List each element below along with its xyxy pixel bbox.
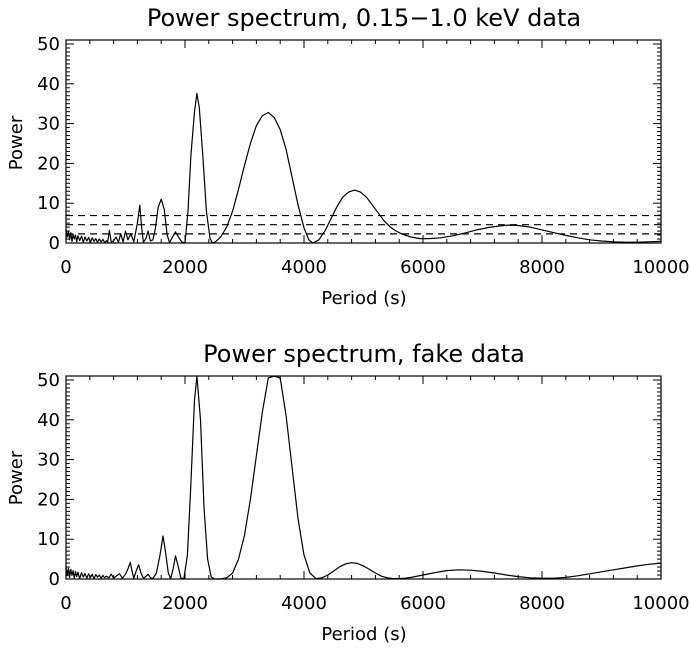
y-tick-label: 10 xyxy=(37,529,60,550)
x-tick-label: 0 xyxy=(60,257,71,278)
x-tick-label: 8000 xyxy=(519,593,565,614)
x-axis-label: Period (s) xyxy=(321,288,406,309)
y-axis-label: Power xyxy=(6,450,27,505)
chart-panel-top: Power spectrum, 0.15−1.0 keV data Power … xyxy=(6,4,690,309)
x-tick-label: 2000 xyxy=(162,257,208,278)
chart-title: Power spectrum, 0.15−1.0 keV data xyxy=(147,4,581,32)
y-tick-label: 40 xyxy=(37,74,60,95)
x-tick-label: 10000 xyxy=(632,593,689,614)
x-axis-label: Period (s) xyxy=(321,624,406,645)
tick-label-group: 0 2000 4000 6000 8000 10000 0 10 20 30 40 50 xyxy=(37,370,690,614)
x-tick-label: 0 xyxy=(60,593,71,614)
y-tick-label: 30 xyxy=(37,450,60,471)
power-spectrum-line xyxy=(65,375,662,580)
power-spectrum-line xyxy=(65,92,662,244)
y-tick-label: 20 xyxy=(37,153,60,174)
x-tick-label: 2000 xyxy=(162,593,208,614)
x-tick-label: 6000 xyxy=(400,257,446,278)
x-tick-label: 8000 xyxy=(519,257,565,278)
y-tick-label: 10 xyxy=(37,193,60,214)
chart-panel-bottom: Power spectrum, fake data Power Period (… xyxy=(6,340,690,645)
plot-frame xyxy=(65,39,662,244)
x-tick-label: 10000 xyxy=(632,257,689,278)
x-tick-label: 6000 xyxy=(400,593,446,614)
y-tick-label: 20 xyxy=(37,489,60,510)
y-tick-label: 50 xyxy=(37,370,60,391)
y-tick-label: 40 xyxy=(37,410,60,431)
x-tick-label: 4000 xyxy=(281,593,327,614)
tick-label-group: 0 2000 4000 6000 8000 10000 0 10 20 30 40 50 xyxy=(37,34,690,278)
y-tick-label: 50 xyxy=(37,34,60,55)
tick-group xyxy=(65,40,662,244)
tick-group xyxy=(65,376,662,580)
plot-frame xyxy=(65,375,662,580)
chart-title: Power spectrum, fake data xyxy=(203,340,525,368)
y-tick-label: 0 xyxy=(49,569,60,590)
x-tick-label: 4000 xyxy=(281,257,327,278)
y-axis-label: Power xyxy=(6,115,27,170)
y-tick-label: 30 xyxy=(37,114,60,135)
y-tick-label: 0 xyxy=(49,233,60,254)
